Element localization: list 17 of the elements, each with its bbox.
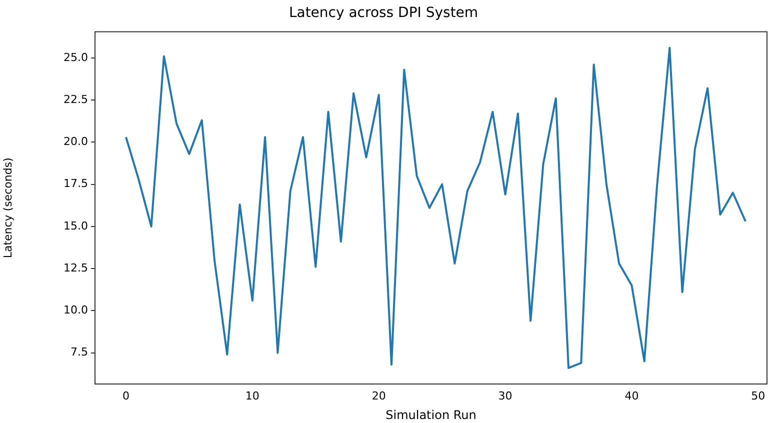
x-tick-label: 50 [751,389,766,402]
y-tick-label: 22.5 [64,92,88,106]
x-tick-label: 40 [624,389,639,402]
y-axis-title: Latency (seconds) [1,158,14,258]
y-tick-label: 10.0 [64,304,88,317]
y-tick-label: 25.0 [64,50,88,64]
y-tick-label: 7.5 [70,346,88,359]
y-tick-label: 12.5 [64,261,88,274]
x-tick-label: 0 [122,389,130,402]
y-tick-label: 17.5 [64,177,88,190]
x-tick-label: 10 [245,389,260,402]
chart-title: Latency across DPI System [288,5,478,22]
x-tick-label: 20 [372,389,386,402]
x-axis-title: Simulation Run [386,408,476,422]
y-tick-label: 15.0 [64,219,88,232]
y-tick-label: 20.0 [64,135,88,148]
x-tick-label: 30 [498,389,512,402]
